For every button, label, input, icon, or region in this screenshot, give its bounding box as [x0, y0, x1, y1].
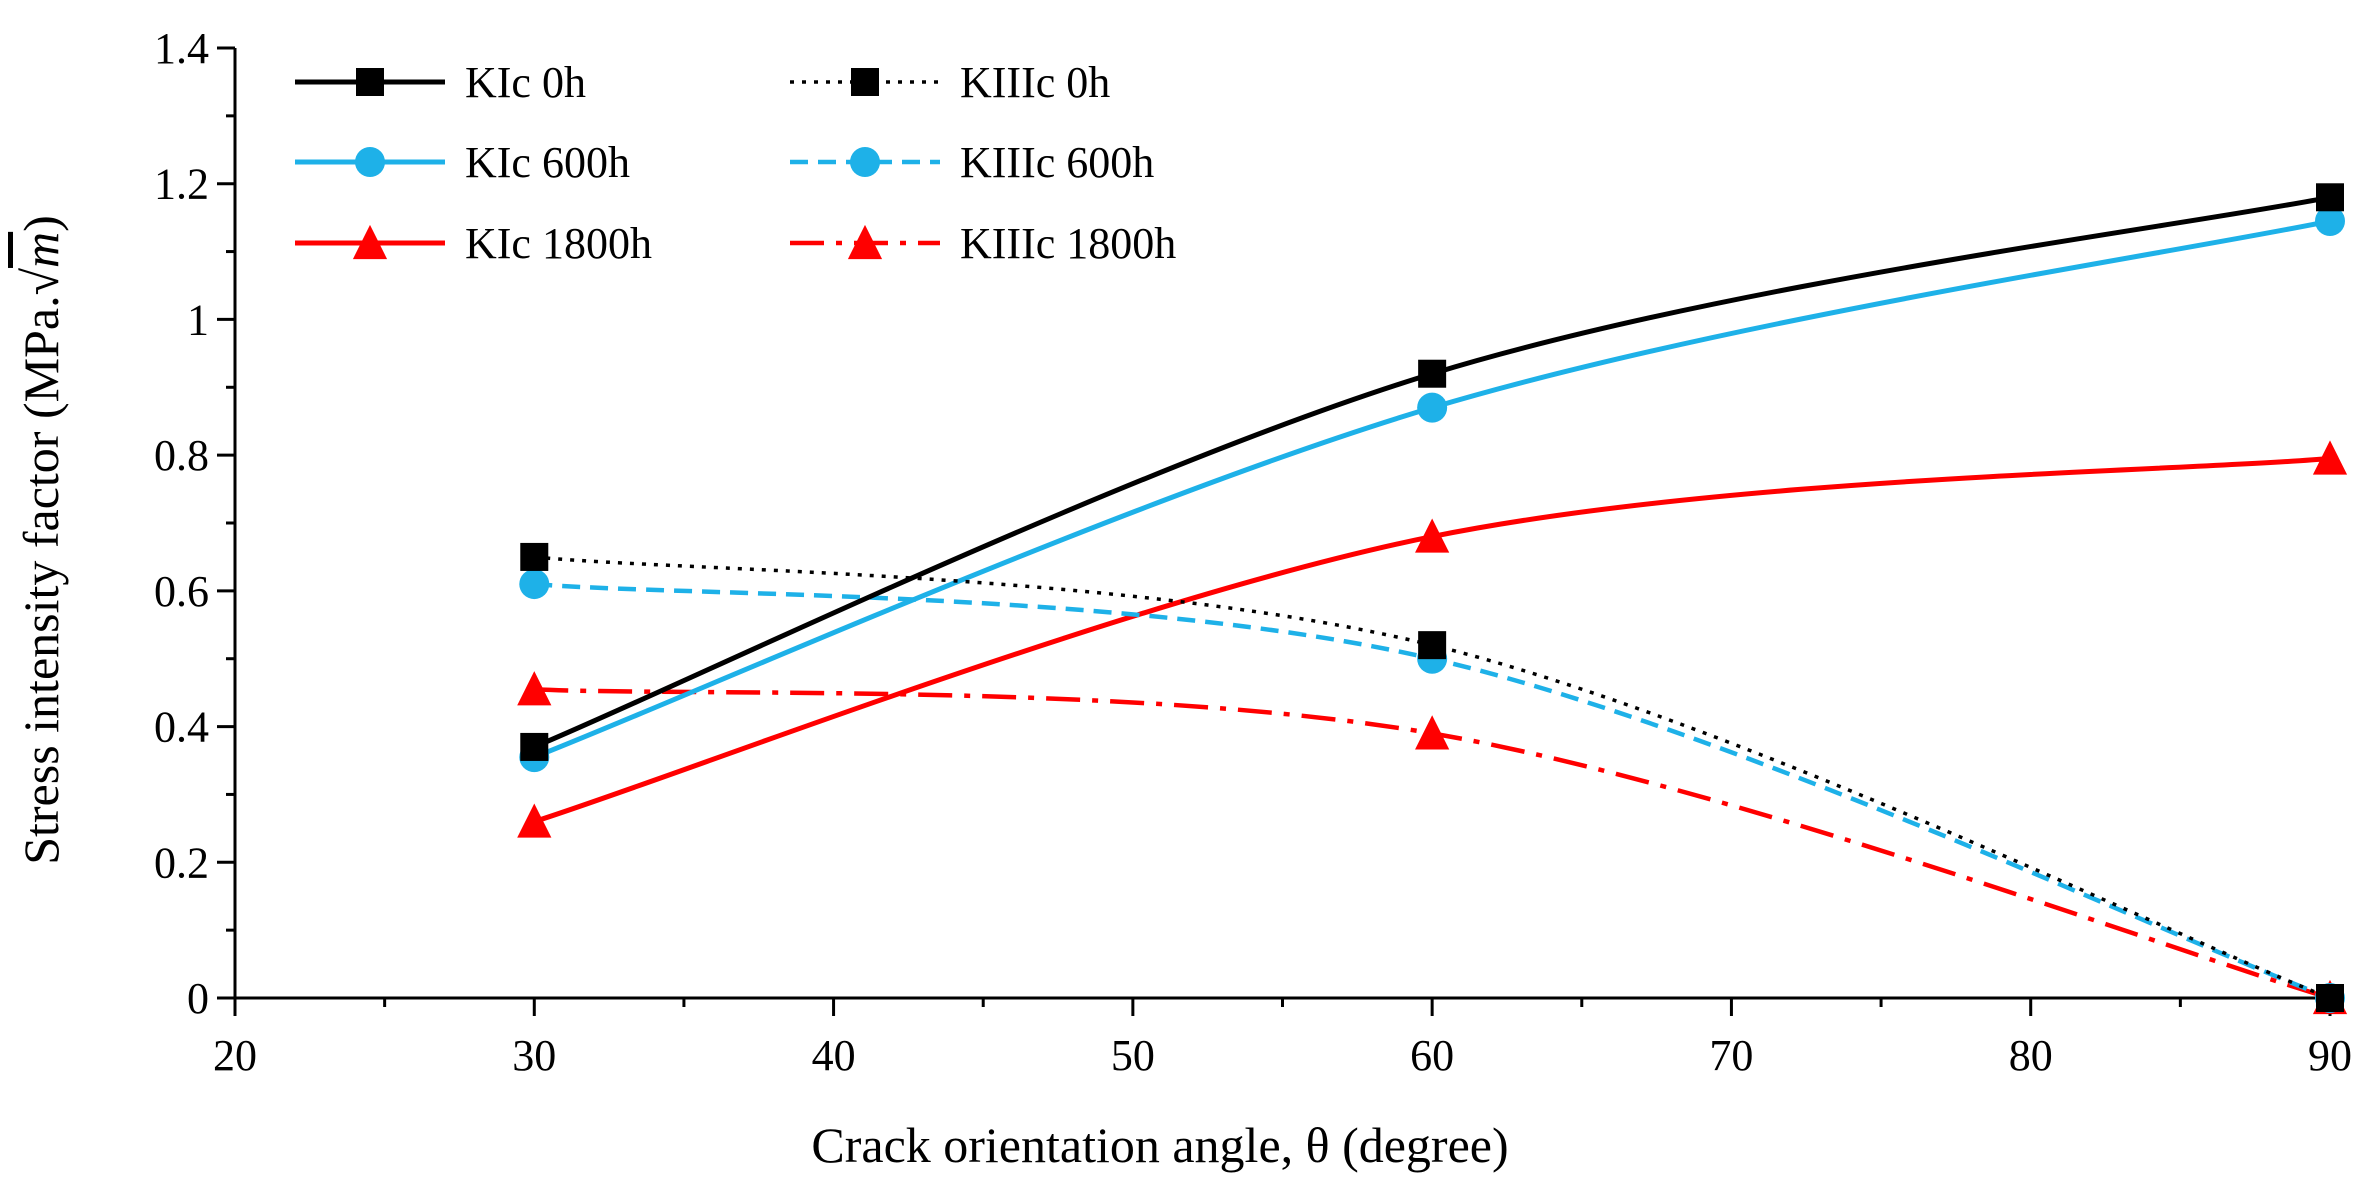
legend-item: KIc 0h: [295, 58, 586, 107]
y-axis-title-text: Stress intensity factor (MPa.√m): [13, 215, 69, 865]
series-layer: [517, 183, 2348, 1015]
series-4: [517, 440, 2348, 838]
series-2: [519, 206, 2345, 773]
x-tick-label: 30: [512, 1031, 556, 1080]
legend-item: KIIIc 600h: [790, 138, 1154, 187]
data-point: [519, 569, 550, 600]
data-point: [1417, 392, 1448, 423]
data-point: [1415, 518, 1450, 553]
series-0: [520, 183, 2344, 761]
legend-label: KIIIc 1800h: [960, 219, 1176, 268]
data-point: [517, 803, 552, 838]
data-point: [520, 732, 549, 761]
legend: KIc 0h KIIIc 0h KIc 600h KIIIc 600h KIc 1800…: [295, 58, 1176, 268]
x-axis-title: Crack orientation angle, θ (degree): [811, 1117, 1508, 1173]
legend-marker: [355, 147, 385, 177]
data-point: [1418, 631, 1447, 660]
legend-label: KIIIc 0h: [960, 58, 1110, 107]
legend-label: KIIIc 600h: [960, 138, 1154, 187]
legend-item: KIIIc 0h: [790, 58, 1110, 107]
legend-item: KIc 600h: [295, 138, 630, 187]
legend-marker: [352, 224, 388, 260]
legend-marker: [356, 68, 384, 96]
y-tick-label: 1: [187, 295, 209, 344]
legend-marker: [851, 68, 879, 96]
data-point: [520, 542, 549, 571]
data-point: [2316, 984, 2344, 1012]
legend-marker: [847, 224, 883, 260]
y-tick-label: 0: [187, 974, 209, 1023]
data-point: [1418, 359, 1447, 388]
x-tick-label: 70: [1709, 1031, 1753, 1080]
y-title-close: ): [13, 215, 69, 232]
data-point: [2312, 440, 2348, 475]
y-title-main: Stress intensity factor (MPa.: [13, 295, 69, 864]
data-point: [1415, 715, 1450, 750]
x-tick-label: 90: [2308, 1031, 2352, 1080]
y-tick-label: 1.2: [154, 160, 209, 209]
legend-marker: [850, 147, 880, 177]
data-point: [2316, 183, 2344, 212]
y-tick-label: 0.4: [154, 703, 209, 752]
legend-item: KIc 1800h: [295, 219, 652, 268]
legend-label: KIc 1800h: [465, 219, 652, 268]
y-axis-title: Stress intensity factor (MPa.√m): [13, 215, 69, 865]
data-point: [2315, 206, 2345, 237]
x-tick-label: 50: [1111, 1031, 1155, 1080]
y-tick-label: 0.6: [154, 567, 209, 616]
x-tick-label: 40: [812, 1031, 856, 1080]
y-tick-label: 1.4: [154, 24, 209, 73]
plot-axes: [233, 48, 2330, 1000]
y-title-unit: m: [13, 232, 69, 268]
x-tick-label: 80: [2009, 1031, 2053, 1080]
series-line: [534, 555, 2331, 1000]
x-tick-label: 20: [213, 1031, 257, 1080]
series-5: [517, 671, 2348, 1015]
legend-label: KIc 600h: [465, 138, 630, 187]
legend-label: KIc 0h: [465, 58, 586, 107]
y-tick-label: 0.8: [154, 431, 209, 480]
y-title-sqrt: √: [13, 267, 69, 295]
x-axis-ticks: 20 30 40 50 60 70 80 90: [213, 998, 2352, 1080]
series-line: [533, 218, 2331, 760]
y-axis-ticks: 0 0.2 0.4 0.6 0.8 1 1.2 1.4: [154, 24, 235, 1023]
data-point: [517, 671, 552, 706]
x-tick-label: 60: [1410, 1031, 1454, 1080]
series-1: [520, 542, 2344, 1012]
y-tick-label: 0.2: [154, 838, 209, 887]
legend-item: KIIIc 1800h: [790, 219, 1176, 268]
